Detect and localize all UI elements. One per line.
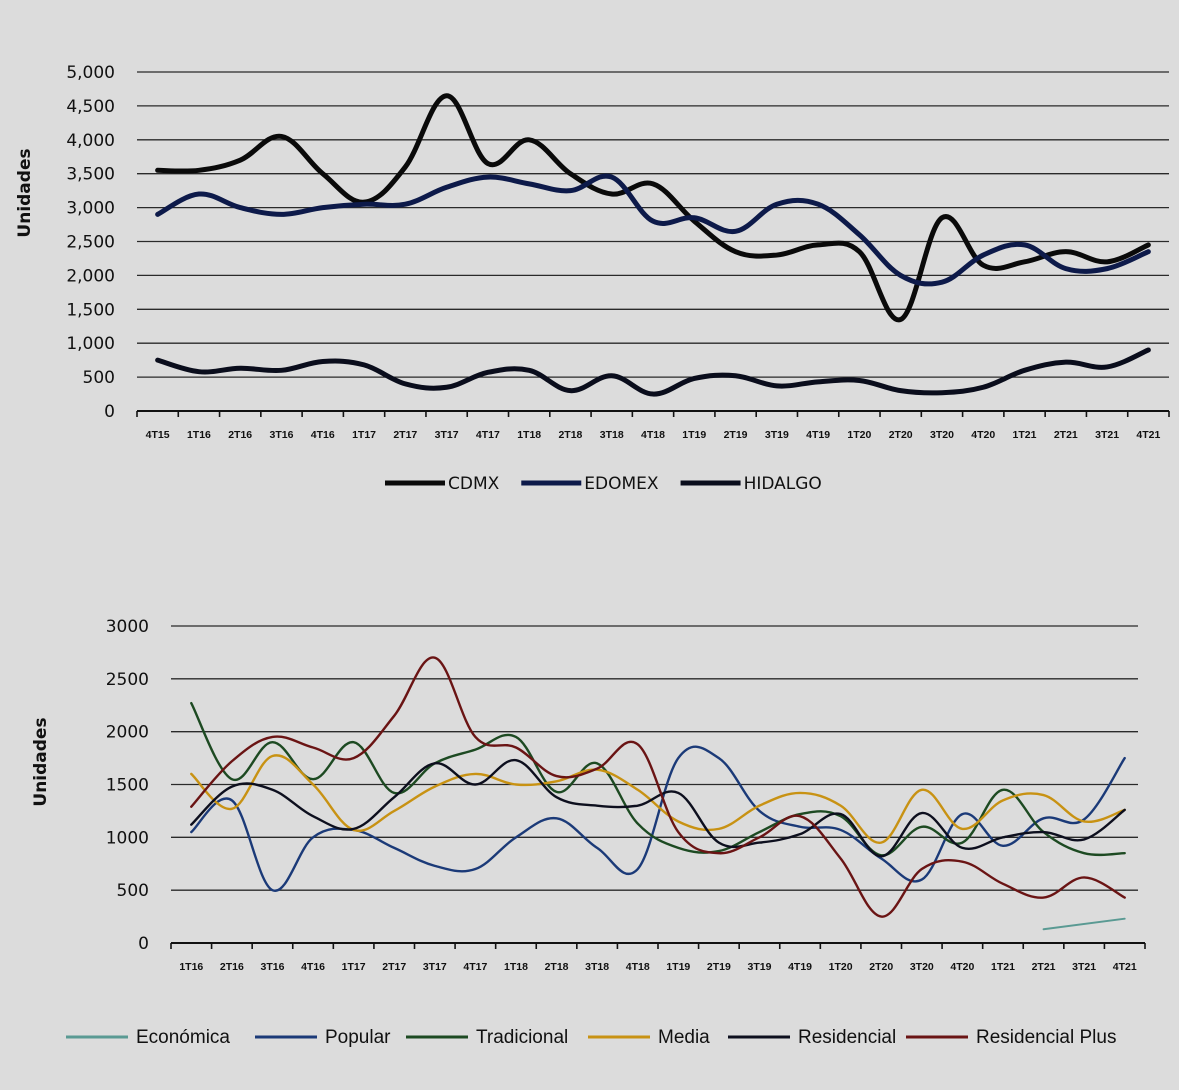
x-tick-label: 1T20 — [829, 961, 853, 973]
legend-label: Tradicional — [476, 1027, 568, 1048]
series-line-cdmx — [155, 93, 1151, 322]
x-tick-label: 3T19 — [747, 961, 771, 973]
x-tick-label: 4T18 — [626, 961, 650, 973]
x-tick-label: 1T18 — [517, 429, 541, 441]
x-tick-label: 2T18 — [545, 961, 569, 973]
x-tick-label: 4T17 — [476, 429, 500, 441]
series-line-popular — [190, 745, 1126, 892]
x-tick-label: 3T16 — [270, 429, 294, 441]
x-tick-label: 2T16 — [228, 429, 252, 441]
y-tick-label: 3000 — [106, 617, 149, 637]
y-axis-label: Unidades — [15, 148, 35, 237]
y-tick-label: 1000 — [106, 828, 149, 848]
x-tick-label: 2T17 — [382, 961, 406, 973]
x-tick-label: 4T15 — [146, 429, 170, 441]
y-tick-label: 3,500 — [66, 165, 115, 185]
y-tick-label: 500 — [83, 368, 115, 388]
x-tick-label: 1T20 — [847, 429, 871, 441]
y-tick-label: 1,500 — [66, 300, 115, 320]
legend-label: Económica — [136, 1027, 230, 1048]
x-tick-label: 3T19 — [765, 429, 789, 441]
y-tick-label: 2,500 — [66, 233, 115, 253]
legend-label: Residencial — [798, 1027, 896, 1048]
y-tick-label: 2000 — [106, 723, 149, 743]
x-tick-label: 4T19 — [788, 961, 812, 973]
x-tick-label: 3T17 — [435, 429, 459, 441]
x-tick-label: 2T16 — [220, 961, 244, 973]
y-tick-label: 0 — [104, 402, 115, 422]
x-tick-label: 4T16 — [301, 961, 325, 973]
y-axis-label: Unidades — [31, 717, 51, 806]
y-tick-label: 4,000 — [66, 131, 115, 151]
x-tick-label: 1T19 — [666, 961, 690, 973]
x-tick-label: 3T20 — [910, 961, 934, 973]
x-tick-label: 2T19 — [707, 961, 731, 973]
x-tick-label: 4T20 — [971, 429, 995, 441]
series-line-residencial-plus — [190, 656, 1126, 918]
y-tick-label: 2500 — [106, 670, 149, 690]
x-tick-label: 4T20 — [950, 961, 974, 973]
legend-label: CDMX — [448, 474, 500, 494]
x-tick-label: 3T17 — [423, 961, 447, 973]
chart-units-by-state: 0 500 1,000 1,500 2,000 2,500 3,000 3,500 4,000 4… — [15, 63, 1170, 494]
x-tick-label: 2T21 — [1054, 429, 1078, 441]
series-line-tradicional — [190, 701, 1126, 857]
legend-label: Popular — [325, 1027, 391, 1048]
x-tick-label: 4T18 — [641, 429, 665, 441]
y-tick-label: 1500 — [106, 776, 149, 796]
x-tick-label: 2T19 — [724, 429, 748, 441]
x-tick-label: 2T18 — [558, 429, 582, 441]
x-tick-label: 4T19 — [806, 429, 830, 441]
series-line-media — [190, 754, 1126, 844]
y-tick-label: 4,500 — [66, 97, 115, 117]
legend-label: Residencial Plus — [976, 1027, 1116, 1048]
y-tick-label: 5,000 — [66, 63, 115, 83]
legend-label: Media — [658, 1027, 710, 1048]
x-tick-label: 1T19 — [682, 429, 706, 441]
x-tick-label: 4T16 — [311, 429, 335, 441]
x-tick-label: 3T20 — [930, 429, 954, 441]
y-tick-label: 2,000 — [66, 266, 115, 286]
x-tick-label: 3T21 — [1095, 429, 1119, 441]
x-tick-label: 1T17 — [342, 961, 366, 973]
legend-label: EDOMEX — [584, 474, 659, 494]
x-tick-label: 3T18 — [600, 429, 624, 441]
x-tick-label: 2T20 — [889, 429, 913, 441]
x-tick-label: 4T21 — [1113, 961, 1137, 973]
x-tick-label: 1T21 — [991, 961, 1015, 973]
series-line-residencial — [190, 758, 1126, 858]
legend-label: HIDALGO — [744, 474, 822, 494]
x-tick-label: 3T18 — [585, 961, 609, 973]
x-tick-label: 1T18 — [504, 961, 528, 973]
x-tick-label: 1T21 — [1013, 429, 1037, 441]
x-tick-label: 4T21 — [1136, 429, 1160, 441]
x-tick-label: 2T17 — [393, 429, 417, 441]
x-tick-label: 1T16 — [179, 961, 203, 973]
y-tick-label: 1,000 — [66, 334, 115, 354]
x-tick-label: 1T16 — [187, 429, 211, 441]
x-tick-label: 3T16 — [260, 961, 284, 973]
x-tick-label: 2T20 — [869, 961, 893, 973]
y-tick-label: 500 — [117, 881, 149, 901]
y-tick-label: 3,000 — [66, 199, 115, 219]
x-tick-label: 4T17 — [463, 961, 487, 973]
x-tick-label: 3T21 — [1072, 961, 1096, 973]
x-tick-label: 1T17 — [352, 429, 376, 441]
x-tick-label: 2T21 — [1032, 961, 1056, 973]
y-tick-label: 0 — [138, 934, 149, 954]
